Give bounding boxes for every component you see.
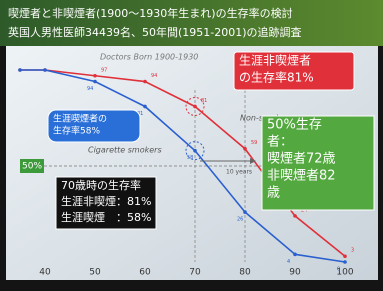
point — [43, 68, 47, 72]
point — [293, 253, 297, 257]
chart-title: Doctors Born 1900-1930 — [100, 53, 198, 62]
series-name: Cigarette smokers — [88, 146, 162, 155]
data-label: 94 — [87, 86, 93, 92]
data-label: 81 — [201, 98, 207, 104]
point — [193, 105, 197, 109]
point — [143, 105, 147, 109]
point — [343, 260, 347, 264]
red-callout-text: の生存率81% — [239, 70, 314, 85]
point — [243, 210, 247, 214]
data-label: 97 — [101, 67, 107, 73]
point — [93, 80, 97, 84]
point — [143, 80, 147, 84]
blue-callout-text: 生涯喫煙者の — [53, 113, 107, 125]
point — [193, 149, 197, 153]
black-callout-text: 生涯喫煙 ：58% — [61, 210, 151, 224]
green-callout-text: 歳 — [267, 186, 280, 201]
blue-callout-text: 生存率58% — [53, 125, 100, 137]
green-callout-text: 非喫煙者82 — [267, 169, 336, 184]
x-tick-label: 50 — [89, 268, 101, 278]
x-tick-label: 40 — [39, 268, 51, 278]
point — [93, 74, 97, 78]
x-tick-label: 70 — [189, 268, 201, 278]
point — [243, 147, 247, 151]
data-label: 4 — [287, 259, 290, 265]
data-label: 26 — [237, 217, 243, 223]
data-label: 58 — [187, 155, 193, 161]
screenshot: 喫煙者と非喫煙者(1900〜1930年生まれ)の生存率の検討 英国人男性医師34… — [0, 0, 383, 291]
green-callout-text: 喫煙者72歳 — [267, 152, 336, 167]
point — [293, 214, 297, 218]
point — [18, 68, 22, 72]
point — [343, 254, 347, 258]
black-callout-text: 生涯非喫煙：81% — [61, 194, 151, 208]
data-label: 3 — [351, 248, 354, 254]
data-label: 94 — [151, 73, 157, 79]
header-line: 英国人男性医師34439名、50年間(1951-2001)の追跡調査 — [8, 25, 302, 39]
annotation: 10 years — [226, 169, 252, 176]
x-tick-label: 60 — [139, 268, 151, 278]
green-callout-text: 者： — [267, 135, 293, 150]
x-tick-label: 80 — [239, 268, 251, 278]
data-label: 0 — [337, 267, 340, 273]
x-tick-label: 90 — [289, 268, 301, 278]
red-callout-text: 生涯非喫煙者 — [239, 54, 311, 68]
y-tick-label: 50% — [22, 162, 42, 172]
header-line: 喫煙者と非喫煙者(1900〜1930年生まれ)の生存率の検討 — [8, 6, 293, 20]
data-label: 59 — [251, 140, 257, 146]
green-callout-text: 50%生存 — [267, 118, 322, 133]
black-callout-text: 70歳時の生存率 — [61, 178, 141, 192]
